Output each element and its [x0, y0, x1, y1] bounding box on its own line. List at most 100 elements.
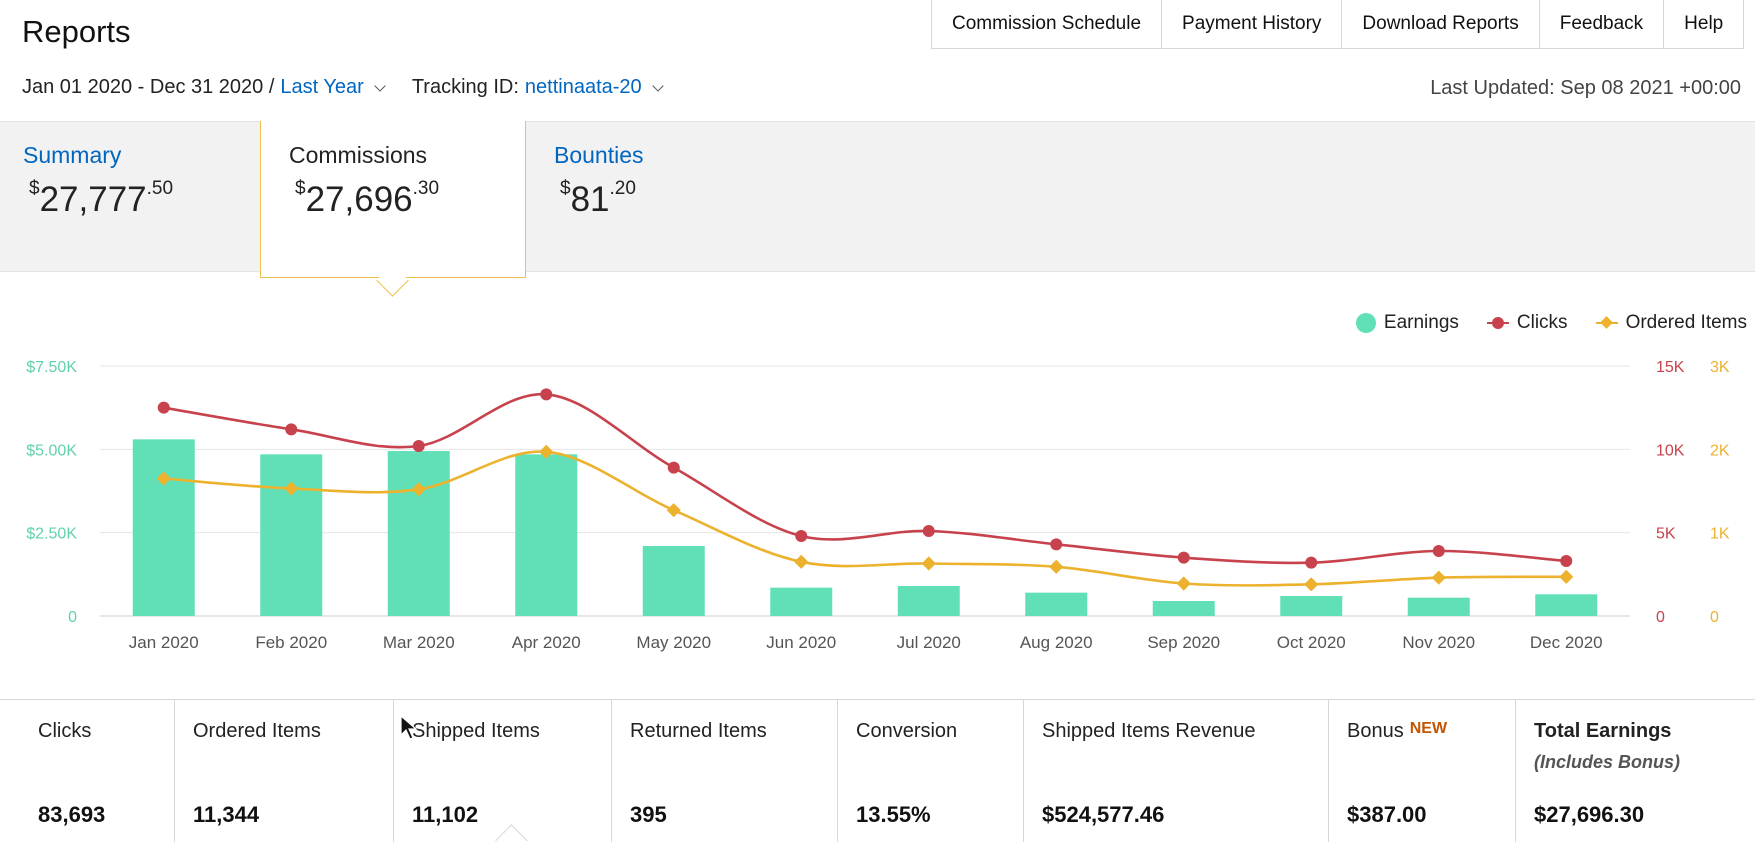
x-tick-label: Aug 2020: [1020, 633, 1093, 652]
earnings-bar: [387, 451, 450, 616]
date-range-selector[interactable]: Last Year: [280, 76, 364, 98]
clicks-point: [795, 530, 808, 542]
ordered-items-point: [666, 503, 681, 518]
commissions-amount: $27,696.30: [295, 178, 440, 219]
clicks-point: [540, 388, 553, 401]
x-tick-label: Jan 2020: [129, 633, 199, 652]
metric-clicks: Clicks 83,693: [38, 720, 106, 827]
clicks-point: [667, 461, 680, 474]
ordered-items-point: [794, 554, 809, 569]
ordered-items-line: [163, 450, 1567, 587]
tracking-id-selector[interactable]: nettinaata-20: [524, 76, 642, 98]
earnings-bar: [1280, 596, 1343, 616]
nav-download-reports[interactable]: Download Reports: [1341, 0, 1538, 48]
x-tick-label: Apr 2020: [512, 633, 581, 652]
ordered-items-swatch-icon: [1595, 316, 1618, 330]
metric-shipped-items[interactable]: Shipped Items 11,102: [393, 700, 611, 842]
clicks-point: [1560, 555, 1573, 567]
clicks-point: [1050, 538, 1063, 551]
date-range-text: Jan 01 2020 - Dec 31 2020 /: [22, 76, 275, 98]
new-badge: NEW: [1409, 720, 1448, 737]
legend-clicks[interactable]: Clicks: [1486, 312, 1568, 334]
filter-bar: Jan 01 2020 - Dec 31 2020 / Last Year Tr…: [22, 76, 672, 99]
x-tick-label: Jul 2020: [897, 633, 961, 652]
earnings-swatch-icon: [1355, 313, 1376, 333]
ordered-items-point: [921, 556, 936, 571]
clicks-point: [922, 525, 935, 537]
clicks-point: [157, 401, 170, 414]
chart-legend: Earnings Clicks Ordered Items: [1328, 312, 1747, 334]
earnings-bar: [1025, 592, 1088, 616]
ordered-items-point: [284, 481, 299, 496]
earnings-bar: [515, 454, 578, 616]
top-nav: Commission Schedule Payment History Down…: [931, 0, 1745, 49]
earnings-bar: [1152, 601, 1215, 616]
tracking-id-label: Tracking ID:: [411, 76, 519, 98]
earnings-chart: 0 0 0 $2.50K 5K 1K $5.00K 10K 2K $7.50K 15K 3K Jan 2…: [26, 359, 1730, 652]
nav-commission-schedule[interactable]: Commission Schedule: [952, 13, 1142, 34]
y-left-tick-label: $7.50K: [26, 359, 77, 376]
x-tick-label: Nov 2020: [1402, 633, 1475, 652]
ordered-items-point: [156, 471, 171, 486]
clicks-swatch-icon: [1486, 316, 1509, 330]
earnings-bar: [1535, 594, 1598, 616]
x-tick-label: Sep 2020: [1147, 633, 1220, 652]
bounties-amount: $81.20: [560, 178, 636, 219]
earnings-bar: [132, 439, 195, 616]
nav-help[interactable]: Help: [1663, 0, 1743, 48]
y-ordered-tick-label: 3K: [1710, 359, 1730, 376]
last-updated: Last Updated: Sep 08 2021 +00:00: [1430, 77, 1741, 99]
metric-ordered-items: Ordered Items 11,344: [174, 700, 393, 842]
clicks-point: [1432, 545, 1445, 557]
earnings-bar: [260, 454, 323, 616]
ordered-items-point: [1304, 577, 1319, 592]
mouse-cursor-icon: [400, 715, 418, 740]
y-clicks-tick-label: 5K: [1656, 526, 1676, 543]
nav-feedback[interactable]: Feedback: [1538, 0, 1663, 48]
legend-earnings[interactable]: Earnings: [1355, 312, 1459, 334]
ordered-items-point: [1431, 570, 1446, 585]
metric-bonus: Bonus NEW $387.00: [1328, 700, 1515, 842]
metric-conversion: Conversion 13.55%: [837, 700, 1023, 842]
metric-shipped-items-revenue: Shipped Items Revenue $524,577.46: [1023, 700, 1328, 842]
chevron-down-icon[interactable]: [374, 79, 386, 92]
y-clicks-tick-label: 0: [1656, 609, 1665, 626]
clicks-point: [1305, 556, 1318, 569]
x-tick-label: Jun 2020: [766, 633, 836, 652]
clicks-line: [163, 393, 1567, 565]
page-title: Reports: [22, 14, 131, 49]
x-tick-label: Mar 2020: [383, 633, 455, 652]
earnings-bar: [642, 546, 705, 616]
summary-tabs: Summary $27,777.50 Commissions $27,696.3…: [0, 121, 1755, 278]
ordered-items-point: [1049, 559, 1064, 574]
x-tick-label: Dec 2020: [1530, 633, 1603, 652]
ordered-items-point: [1559, 569, 1574, 584]
clicks-point: [285, 423, 298, 436]
earnings-bar: [897, 586, 960, 616]
tab-summary-label[interactable]: Summary: [23, 142, 122, 168]
earnings-bar: [1407, 597, 1470, 616]
y-clicks-tick-label: 10K: [1656, 442, 1685, 459]
y-ordered-tick-label: 0: [1710, 609, 1719, 626]
tab-bounties-label[interactable]: Bounties: [554, 142, 644, 168]
tab-commissions-label[interactable]: Commissions: [289, 142, 428, 168]
metrics-bar: Clicks 83,693 Ordered Items 11,344 Shipp…: [0, 699, 1755, 842]
clicks-point: [1177, 551, 1190, 564]
x-tick-label: Feb 2020: [255, 633, 327, 652]
x-tick-label: May 2020: [636, 633, 711, 652]
y-clicks-tick-label: 15K: [1656, 359, 1685, 376]
metric-returned-items: Returned Items 395: [611, 700, 837, 842]
tab-commissions-highlight: [260, 121, 526, 278]
earnings-bar: [770, 587, 833, 616]
y-ordered-tick-label: 1K: [1710, 526, 1730, 543]
nav-payment-history[interactable]: Payment History: [1161, 0, 1341, 48]
ordered-items-point: [1176, 576, 1191, 591]
chevron-down-icon[interactable]: [651, 79, 664, 92]
summary-amount: $27,777.50: [29, 178, 174, 219]
y-left-tick-label: $2.50K: [26, 526, 77, 543]
ordered-items-point: [411, 482, 426, 497]
metric-total-earnings: Total Earnings (Includes Bonus) $27,696.…: [1515, 700, 1755, 842]
legend-ordered-items[interactable]: Ordered Items: [1595, 312, 1747, 334]
ordered-items-point: [539, 444, 554, 459]
clicks-point: [412, 440, 425, 452]
